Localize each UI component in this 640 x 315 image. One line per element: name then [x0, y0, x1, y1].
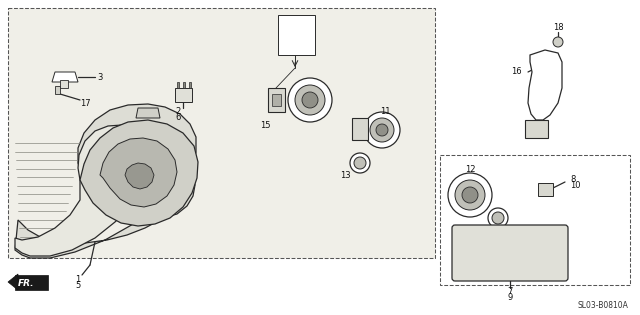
Circle shape — [302, 92, 318, 108]
Polygon shape — [538, 183, 553, 196]
Polygon shape — [268, 88, 285, 112]
FancyBboxPatch shape — [452, 225, 568, 281]
Text: 9: 9 — [508, 294, 513, 302]
Polygon shape — [136, 108, 160, 118]
Polygon shape — [175, 88, 192, 102]
Polygon shape — [15, 275, 48, 290]
Text: 8: 8 — [570, 175, 575, 184]
Polygon shape — [272, 94, 281, 106]
Text: 2: 2 — [175, 107, 180, 117]
Polygon shape — [52, 72, 78, 82]
Circle shape — [350, 153, 370, 173]
Circle shape — [354, 157, 366, 169]
Text: 5: 5 — [76, 282, 81, 290]
Polygon shape — [177, 82, 179, 88]
Text: 10: 10 — [570, 181, 580, 191]
Circle shape — [488, 208, 508, 228]
Circle shape — [492, 212, 504, 224]
Circle shape — [553, 37, 563, 47]
Circle shape — [295, 85, 325, 115]
Polygon shape — [80, 120, 198, 226]
Polygon shape — [55, 86, 60, 94]
Circle shape — [288, 78, 332, 122]
Polygon shape — [15, 104, 196, 258]
Polygon shape — [352, 118, 368, 140]
Polygon shape — [125, 163, 154, 189]
Text: 1: 1 — [76, 276, 81, 284]
Polygon shape — [440, 155, 630, 285]
Polygon shape — [8, 8, 435, 258]
Text: 11: 11 — [380, 107, 390, 117]
Text: FR.: FR. — [18, 278, 35, 288]
Polygon shape — [100, 138, 177, 207]
Circle shape — [462, 187, 478, 203]
Text: 17: 17 — [80, 99, 90, 107]
Text: 3: 3 — [97, 72, 102, 82]
Polygon shape — [183, 82, 185, 88]
Polygon shape — [189, 82, 191, 88]
Text: 15: 15 — [260, 121, 270, 129]
Text: 16: 16 — [511, 67, 522, 77]
Text: SL03-B0810A: SL03-B0810A — [577, 301, 628, 310]
Polygon shape — [528, 50, 562, 120]
Text: 14: 14 — [493, 230, 503, 238]
Polygon shape — [15, 125, 155, 256]
Circle shape — [364, 112, 400, 148]
Circle shape — [455, 180, 485, 210]
Polygon shape — [525, 120, 548, 138]
Text: 6: 6 — [175, 113, 180, 123]
Circle shape — [376, 124, 388, 136]
Circle shape — [370, 118, 394, 142]
Text: 12: 12 — [465, 165, 476, 175]
Text: 13: 13 — [340, 170, 350, 180]
Polygon shape — [60, 80, 68, 88]
Polygon shape — [278, 15, 315, 55]
Circle shape — [448, 173, 492, 217]
Text: 4: 4 — [293, 31, 299, 39]
Text: 18: 18 — [553, 24, 563, 32]
Polygon shape — [8, 274, 18, 290]
Text: 7: 7 — [508, 288, 513, 296]
